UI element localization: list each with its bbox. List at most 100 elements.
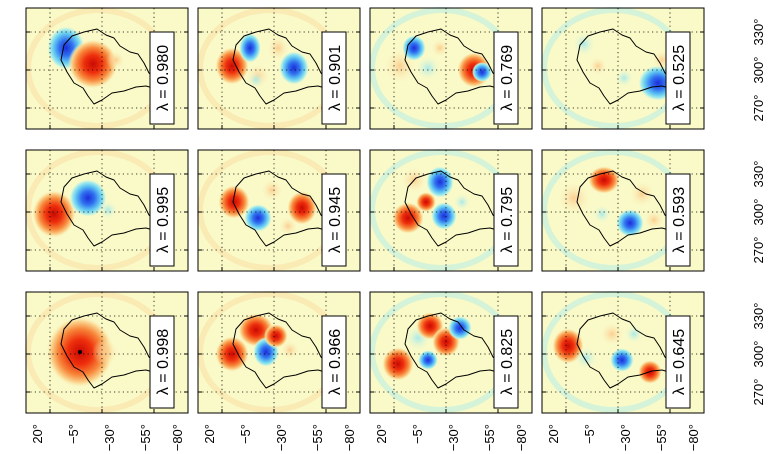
panel-frame xyxy=(369,149,533,272)
positive-lobe xyxy=(416,192,436,212)
right-axis-labels: 270° 300° 330° 270° 300° 330° 270° 300° 330° xyxy=(751,19,766,406)
center-marker xyxy=(78,350,82,354)
side-tick-r3-1: 270° xyxy=(751,379,766,406)
slepian-panel-r3-c2: λ = 0.966 xyxy=(197,291,361,414)
side-tick-r1-3: 330° xyxy=(751,19,766,46)
bottom-tick-c2-5: −80° xyxy=(342,424,357,451)
slepian-panel-r1-c4: λ = 0.525 xyxy=(541,7,705,130)
bottom-tick-c1-3: −30° xyxy=(102,424,117,451)
lambda-box xyxy=(493,31,519,125)
slepian-panel-r2-c4: λ = 0.593 xyxy=(541,149,705,272)
bottom-tick-c4-4: −55° xyxy=(654,424,669,451)
lambda-label: λ = 0.901 xyxy=(321,31,347,125)
lambda-number: 0.901 xyxy=(327,45,344,85)
panel-frame xyxy=(25,7,189,130)
lambda-symbol: λ = xyxy=(155,227,172,253)
lambda-label: λ = 0.825 xyxy=(493,315,519,409)
bottom-axis-labels: 20° −5° −30° −55° −80° 20° −5° −30° −55° −80° 20° −… xyxy=(30,424,701,451)
lambda-box xyxy=(149,31,175,125)
bottom-tick-c3-2: −5° xyxy=(410,424,425,444)
negative-lobe xyxy=(244,204,272,232)
weak-lobe xyxy=(572,31,596,57)
lambda-value: λ = 0.769 xyxy=(499,45,516,111)
lambda-number: 0.593 xyxy=(671,187,688,227)
bottom-tick-c1-4: −55° xyxy=(138,424,153,451)
panel-frame xyxy=(197,149,361,272)
lambda-label: λ = 0.645 xyxy=(665,315,691,409)
negative-lobe xyxy=(610,348,634,372)
negative-lobe xyxy=(426,166,454,198)
lambda-symbol: λ = xyxy=(499,85,516,111)
positive-lobe xyxy=(392,202,424,234)
slepian-panel-r3-c3: λ = 0.825 xyxy=(369,291,533,414)
lambda-value: λ = 0.998 xyxy=(155,329,172,395)
lambda-symbol: λ = xyxy=(671,227,688,253)
panel-frame xyxy=(369,291,533,414)
lambda-label: λ = 0.980 xyxy=(149,31,175,125)
lambda-number: 0.645 xyxy=(671,329,688,369)
bottom-tick-c3-4: −55° xyxy=(482,424,497,451)
lambda-box xyxy=(321,173,347,267)
weak-lobe xyxy=(628,180,656,208)
lambda-box xyxy=(665,173,691,267)
slepian-panel-r3-c4: λ = 0.645 xyxy=(541,291,705,414)
slepian-panel-r2-c2: λ = 0.945 xyxy=(197,149,361,272)
weak-lobe xyxy=(415,55,441,81)
negative-lobe xyxy=(616,209,644,237)
lambda-value: λ = 0.825 xyxy=(499,329,516,395)
lambda-box xyxy=(493,315,519,409)
panel-frame xyxy=(25,291,189,414)
lambda-symbol: λ = xyxy=(155,85,172,111)
lambda-box xyxy=(321,31,347,125)
panel-frame xyxy=(541,291,705,414)
weak-lobe xyxy=(92,338,120,366)
lambda-value: λ = 0.966 xyxy=(327,329,344,395)
bottom-tick-c4-5: −80° xyxy=(686,424,701,451)
weak-lobe xyxy=(98,200,118,220)
weak-lobe xyxy=(260,178,284,202)
lambda-label: λ = 0.945 xyxy=(321,173,347,267)
weak-lobe xyxy=(574,346,598,370)
weak-lobe xyxy=(247,71,265,89)
negative-lobe xyxy=(448,316,472,340)
lambda-number: 0.998 xyxy=(155,329,172,369)
panel-frame xyxy=(25,149,189,272)
side-tick-r2-1: 270° xyxy=(751,237,766,264)
bottom-tick-c4-3: −30° xyxy=(618,424,633,451)
side-tick-r2-3: 330° xyxy=(751,161,766,188)
lambda-value: λ = 0.795 xyxy=(499,187,516,253)
positive-lobe xyxy=(264,324,288,348)
panel-frame xyxy=(541,149,705,272)
negative-lobe xyxy=(279,51,309,85)
lambda-number: 0.980 xyxy=(155,45,172,85)
weak-lobe xyxy=(280,340,300,360)
negative-lobe xyxy=(402,35,426,61)
side-tick-r1-2: 300° xyxy=(751,57,766,84)
weak-lobe xyxy=(588,56,608,76)
lambda-label: λ = 0.525 xyxy=(665,31,691,125)
lambda-value: λ = 0.945 xyxy=(327,187,344,253)
lambda-symbol: λ = xyxy=(499,227,516,253)
panel-frame xyxy=(197,291,361,414)
lambda-symbol: λ = xyxy=(155,369,172,395)
weak-lobe xyxy=(592,204,612,224)
positive-lobe xyxy=(218,185,250,219)
negative-lobe xyxy=(239,33,261,63)
positive-lobe xyxy=(215,336,249,372)
lambda-value: λ = 0.645 xyxy=(671,329,688,395)
slepian-panel-r3-c1: λ = 0.998 xyxy=(25,291,189,414)
lambda-value: λ = 0.995 xyxy=(155,187,172,253)
lambda-box xyxy=(665,315,691,409)
positive-lobe xyxy=(68,39,118,89)
weak-lobe xyxy=(453,193,471,211)
lambda-value: λ = 0.980 xyxy=(155,45,172,111)
weak-lobe xyxy=(106,50,126,70)
lambda-box xyxy=(321,315,347,409)
weak-lobe xyxy=(266,34,290,62)
lambda-value: λ = 0.593 xyxy=(671,187,688,253)
panel-frame xyxy=(197,7,361,130)
lambda-symbol: λ = xyxy=(327,85,344,111)
lambda-value: λ = 0.525 xyxy=(671,45,688,111)
lambda-number: 0.966 xyxy=(327,329,344,369)
